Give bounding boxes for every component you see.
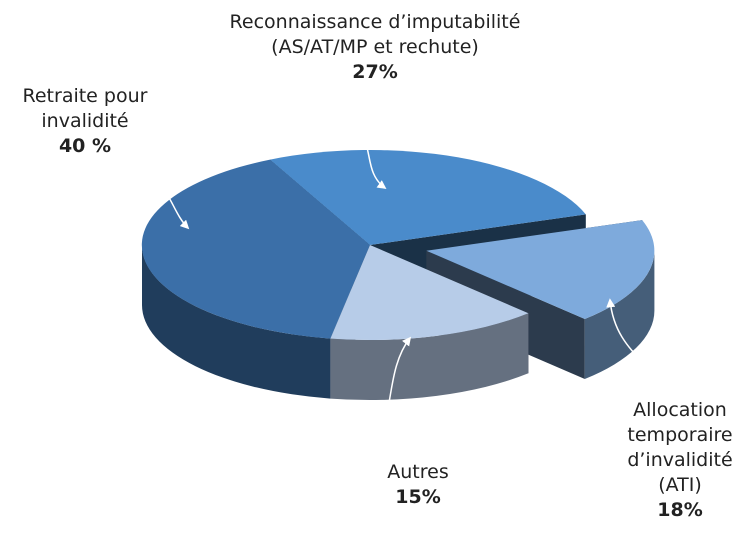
slice-side (584, 250, 655, 379)
slice-side (141, 245, 331, 399)
leader-line (347, 124, 387, 190)
slice (141, 159, 370, 339)
leader-lines (139, 124, 669, 439)
category-label: Allocation temporaire d’invalidité (ATI) (627, 399, 733, 496)
slice-label: Retraite pour invalidité 40 % (0, 84, 170, 159)
slice-label: Autres 15% (358, 460, 478, 510)
leader-line (374, 336, 412, 439)
category-label: Retraite pour invalidité (22, 85, 148, 132)
slice (426, 220, 655, 319)
slice-label: Allocation temporaire d’invalidité (ATI)… (615, 398, 745, 523)
value-label: 27% (352, 61, 398, 83)
slice (330, 245, 529, 341)
category-label: Reconnaissance d’imputabilité (AS/AT/MP … (229, 11, 521, 58)
leader-line (606, 298, 669, 396)
pie (141, 150, 655, 401)
category-label: Autres (387, 461, 449, 483)
slice (270, 150, 586, 245)
value-label: 40 % (58, 135, 112, 157)
value-label: 18% (657, 499, 703, 521)
value-label: 15% (395, 486, 441, 508)
slice-side (330, 313, 529, 401)
leader-line (139, 174, 190, 230)
slice-label: Reconnaissance d’imputabilité (AS/AT/MP … (210, 10, 540, 85)
